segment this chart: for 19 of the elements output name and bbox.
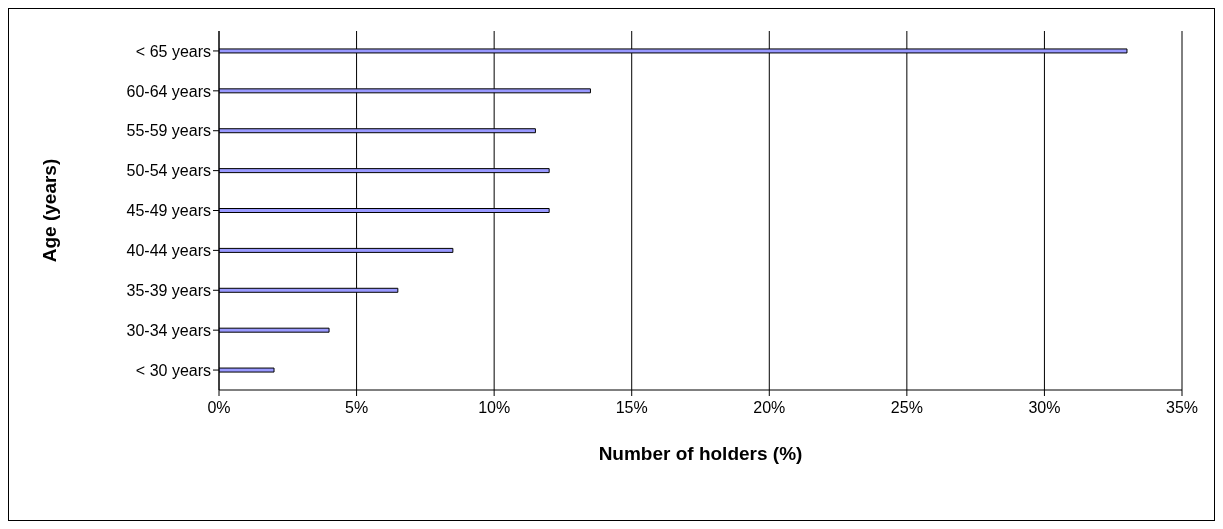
x-tick-label: 25%: [890, 399, 923, 417]
x-tick-label: 0%: [207, 399, 231, 417]
x-tick-label: 30%: [1028, 399, 1061, 417]
x-tick-label: 35%: [1165, 399, 1199, 417]
y-tick-label: 40-44 years: [126, 242, 211, 260]
y-tick-label: 50-54 years: [126, 162, 211, 180]
y-tick-label: 30-34 years: [126, 321, 211, 339]
y-tick-label: < 30 years: [135, 361, 211, 379]
y-axis-title: Age (years): [38, 158, 60, 263]
x-tick-label: 10%: [478, 399, 511, 417]
y-tick-label: < 65 years: [135, 42, 211, 60]
y-tick-label: 55-59 years: [126, 122, 211, 140]
y-tick-label: 45-49 years: [126, 202, 211, 220]
x-tick-label: 15%: [615, 399, 648, 417]
y-tick-label: 60-64 years: [126, 82, 211, 100]
x-tick-label: 20%: [753, 399, 786, 417]
x-axis-title: Number of holders (%): [598, 443, 803, 464]
x-tick-label: 5%: [345, 399, 369, 417]
y-tick-label: 35-39 years: [126, 281, 211, 299]
